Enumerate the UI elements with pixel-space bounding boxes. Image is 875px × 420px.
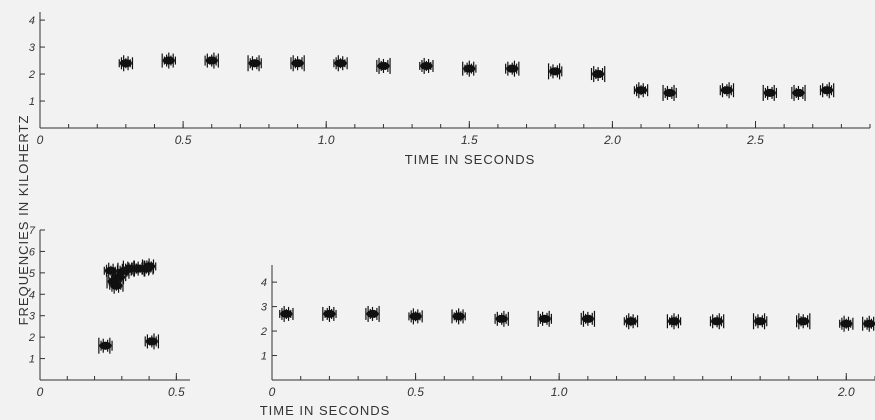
- y-tick-label: 1: [261, 351, 267, 363]
- y-tick-label: 1: [29, 354, 35, 366]
- x-tick-label: 0: [37, 385, 44, 399]
- x-tick-label: 1.5: [461, 133, 478, 147]
- panel-top: TIME IN SECONDS 0 0.5 1.0 1.5 2.0 2.5 1 2 3 4: [28, 12, 871, 167]
- y-tick-label: 7: [29, 225, 36, 237]
- x-tick-label: 1.0: [318, 133, 335, 147]
- shared-ylabel: FREQUENCIES IN KILOHERTZ: [16, 115, 31, 326]
- y-tick-label: 3: [261, 302, 268, 314]
- x-tick-label: 0.5: [168, 385, 185, 399]
- y-tick-label: 2: [28, 332, 35, 344]
- x-tick-label: 1.0: [551, 385, 568, 399]
- y-tick-label: 4: [29, 15, 35, 27]
- y-tick-label: 3: [29, 311, 36, 323]
- x-tick-label: 2.5: [746, 133, 764, 147]
- x-tick-label: 2.0: [603, 133, 621, 147]
- y-tick-label: 2: [260, 326, 267, 338]
- y-tick-label: 2: [28, 69, 35, 81]
- y-tick-label: 6: [29, 246, 36, 258]
- panel-bottom-right: TIME IN SECONDS 0 0.5 1.0 2.0 1 2 3 4: [260, 265, 875, 418]
- x-tick-label: 2.0: [837, 385, 855, 399]
- bottom-xlabel: TIME IN SECONDS: [260, 403, 391, 418]
- y-tick-label: 4: [261, 277, 267, 289]
- y-tick-label: 1: [29, 96, 35, 108]
- y-tick-label: 4: [29, 289, 35, 301]
- x-tick-label: 0.5: [407, 385, 424, 399]
- y-tick-label: 3: [29, 42, 36, 54]
- x-tick-label: 0.5: [175, 133, 192, 147]
- top-xlabel: TIME IN SECONDS: [405, 152, 536, 167]
- y-tick-label: 5: [29, 268, 36, 280]
- x-tick-label: 0: [37, 133, 44, 147]
- panel-bottom-left: 0 0.5 1 2 3 4 5 6 7: [28, 225, 190, 399]
- x-tick-label: 0: [269, 385, 276, 399]
